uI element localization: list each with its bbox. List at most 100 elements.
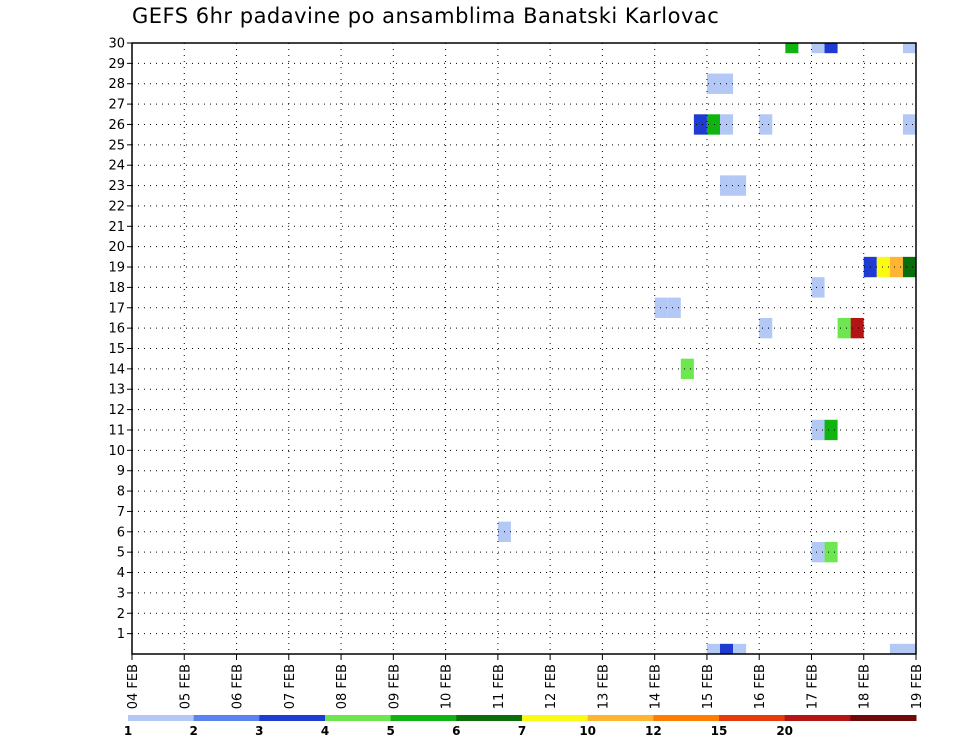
- x-tick-label: 18 FEB: [858, 664, 873, 709]
- data-cell: [902, 256, 916, 278]
- data-cell: [733, 175, 747, 196]
- y-axis: 1234567891011121314151617181920212223242…: [108, 37, 132, 642]
- y-tick-label: 23: [108, 179, 125, 194]
- grid-layer: [132, 42, 916, 654]
- colorbar-label: 1: [124, 724, 132, 738]
- data-cell: [759, 317, 773, 339]
- colorbar-label: 2: [189, 724, 197, 738]
- data-cell: [706, 73, 720, 94]
- x-tick-label: 15 FEB: [701, 664, 716, 709]
- data-cell: [720, 643, 734, 654]
- y-tick-label: 28: [108, 77, 125, 92]
- x-tick-label: 08 FEB: [335, 664, 350, 709]
- colorbar-label: 7: [518, 724, 526, 738]
- chart-title: GEFS 6hr padavine po ansamblima Banatski…: [132, 4, 720, 28]
- y-tick-label: 2: [117, 607, 125, 622]
- colorbar-swatch: [522, 715, 589, 721]
- x-tick-label: 04 FEB: [126, 664, 141, 709]
- colorbar-swatch: [784, 715, 851, 721]
- x-tick-label: 12 FEB: [544, 664, 559, 709]
- data-cell: [811, 277, 825, 298]
- data-cell: [693, 114, 707, 135]
- colorbar-swatch: [193, 715, 260, 721]
- data-cell: [876, 256, 890, 278]
- x-tick-label: 10 FEB: [440, 664, 455, 709]
- y-tick-label: 24: [108, 159, 125, 174]
- y-tick-label: 25: [108, 138, 125, 153]
- data-cell: [759, 114, 773, 135]
- colorbar-label: 6: [452, 724, 460, 738]
- x-axis: 04 FEB 05 FEB 06 FEB 07 FEB 08 FEB 09 FEB 10 F…: [126, 654, 925, 709]
- colorbar-swatch: [719, 715, 786, 721]
- x-tick-label: 09 FEB: [387, 664, 402, 709]
- y-tick-label: 26: [108, 118, 125, 133]
- colorbar-label: 10: [579, 724, 596, 738]
- data-cell: [680, 358, 694, 380]
- y-tick-label: 6: [117, 525, 125, 540]
- colorbar-swatch: [259, 715, 326, 721]
- data-cell: [733, 643, 747, 654]
- y-tick-label: 16: [108, 322, 125, 337]
- data-cell: [785, 43, 799, 54]
- data-cell: [850, 317, 864, 339]
- colorbar-swatch: [653, 715, 720, 721]
- y-tick-label: 21: [108, 220, 125, 235]
- y-tick-label: 19: [108, 261, 125, 276]
- data-cell: [811, 419, 825, 441]
- colorbar-label: 4: [321, 724, 329, 738]
- data-cell: [824, 541, 838, 563]
- colorbar-swatch: [128, 715, 195, 721]
- y-tick-label: 17: [108, 301, 125, 316]
- colorbar-label: 15: [711, 724, 728, 738]
- y-tick-label: 8: [117, 485, 125, 500]
- x-tick-label: 19 FEB: [910, 664, 925, 709]
- x-tick-label: 05 FEB: [178, 664, 193, 709]
- y-tick-label: 18: [108, 281, 125, 296]
- colorbar-swatch: [325, 715, 392, 721]
- colorbar-label: 12: [645, 724, 662, 738]
- y-tick-label: 9: [117, 464, 125, 479]
- x-tick-label: 14 FEB: [649, 664, 664, 709]
- colorbar-swatch: [456, 715, 523, 721]
- data-cell: [811, 541, 825, 563]
- data-cell: [706, 643, 720, 654]
- y-tick-label: 30: [108, 37, 125, 52]
- y-tick-label: 29: [108, 57, 125, 72]
- colorbar: 1 2 3 4 5 6 7 10 12 15 20: [124, 715, 917, 738]
- data-cell: [824, 419, 838, 441]
- data-cell: [889, 256, 903, 278]
- x-tick-label: 16 FEB: [753, 664, 768, 709]
- x-tick-label: 13 FEB: [596, 664, 611, 709]
- y-tick-label: 27: [108, 98, 125, 113]
- y-tick-label: 4: [117, 566, 125, 581]
- data-cell: [667, 297, 681, 318]
- y-tick-label: 1: [117, 627, 125, 642]
- data-cell: [902, 643, 916, 654]
- data-cell: [837, 317, 851, 339]
- data-cell: [654, 297, 668, 318]
- data-cell: [889, 643, 903, 654]
- y-tick-label: 7: [117, 505, 125, 520]
- y-tick-label: 5: [117, 546, 125, 561]
- y-tick-label: 22: [108, 199, 125, 214]
- data-cell: [902, 43, 916, 54]
- colorbar-label: 20: [776, 724, 793, 738]
- y-tick-label: 3: [117, 586, 125, 601]
- colorbar-swatch: [587, 715, 654, 721]
- y-tick-label: 12: [108, 403, 125, 418]
- y-tick-label: 10: [108, 444, 125, 459]
- y-tick-label: 11: [108, 423, 125, 438]
- y-tick-label: 20: [108, 240, 125, 255]
- y-tick-label: 14: [108, 362, 125, 377]
- x-tick-label: 11 FEB: [492, 664, 507, 709]
- x-tick-label: 17 FEB: [805, 664, 820, 709]
- data-cell: [811, 43, 825, 54]
- colorbar-swatch: [850, 715, 917, 721]
- data-cell: [824, 43, 838, 54]
- data-cell: [902, 114, 916, 135]
- colorbar-label: 5: [386, 724, 394, 738]
- y-tick-label: 15: [108, 342, 125, 357]
- colorbar-swatch: [390, 715, 457, 721]
- data-cell: [706, 114, 720, 135]
